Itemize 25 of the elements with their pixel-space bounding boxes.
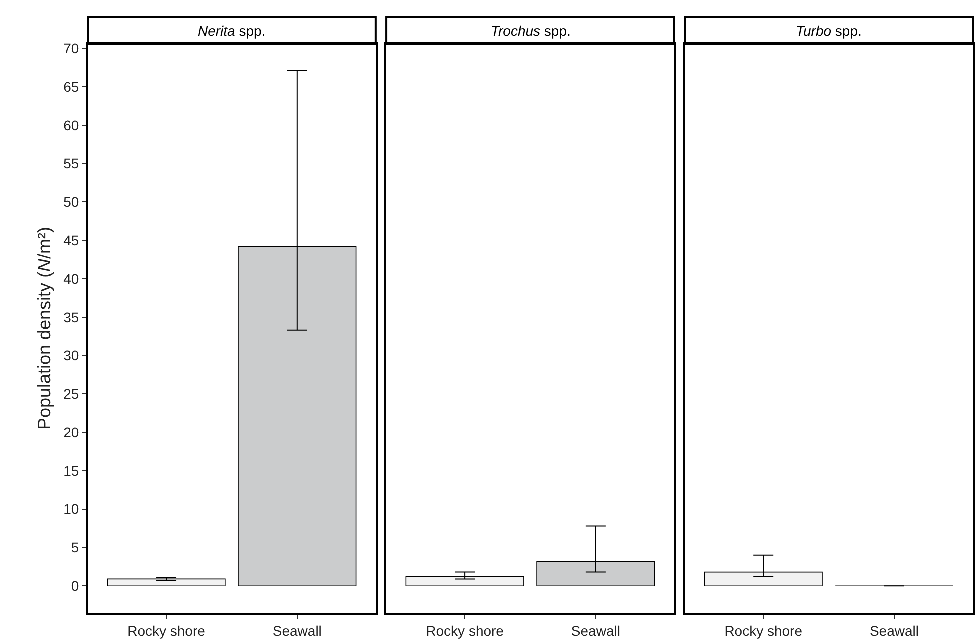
y-tick-label: 40	[64, 270, 80, 287]
x-tick-label: Rocky shore	[426, 622, 504, 639]
x-tick-label: Seawall	[272, 622, 322, 639]
y-tick-label: 65	[64, 78, 80, 95]
y-tick-label: 50	[64, 194, 80, 210]
chart-title: Trochus spp.	[491, 23, 571, 39]
y-tick-label: 15	[64, 462, 80, 479]
y-tick-label: 5	[71, 540, 80, 556]
y-tick-label: 30	[64, 348, 80, 364]
y-tick-label: 20	[64, 424, 80, 440]
x-tick-label: Rocky shore	[724, 622, 803, 639]
y-tick-label: 45	[64, 232, 80, 248]
chart-title: Turbo spp.	[796, 23, 862, 39]
x-tick-label: Seawall	[571, 622, 620, 639]
y-tick-label: 60	[64, 117, 80, 134]
x-tick-label: Rocky shore	[128, 622, 206, 639]
y-tick-label: 35	[64, 309, 80, 326]
y-tick-label: 10	[64, 501, 80, 518]
y-tick-label: 25	[64, 386, 80, 402]
y-axis-title: Population density (N/m²)	[34, 226, 54, 430]
y-tick-label: 55	[64, 156, 80, 172]
chart-title: Nerita spp.	[198, 23, 266, 39]
x-tick-label: Seawall	[870, 622, 919, 639]
y-tick-label: 70	[64, 40, 80, 57]
y-tick-label: 0	[71, 578, 80, 594]
